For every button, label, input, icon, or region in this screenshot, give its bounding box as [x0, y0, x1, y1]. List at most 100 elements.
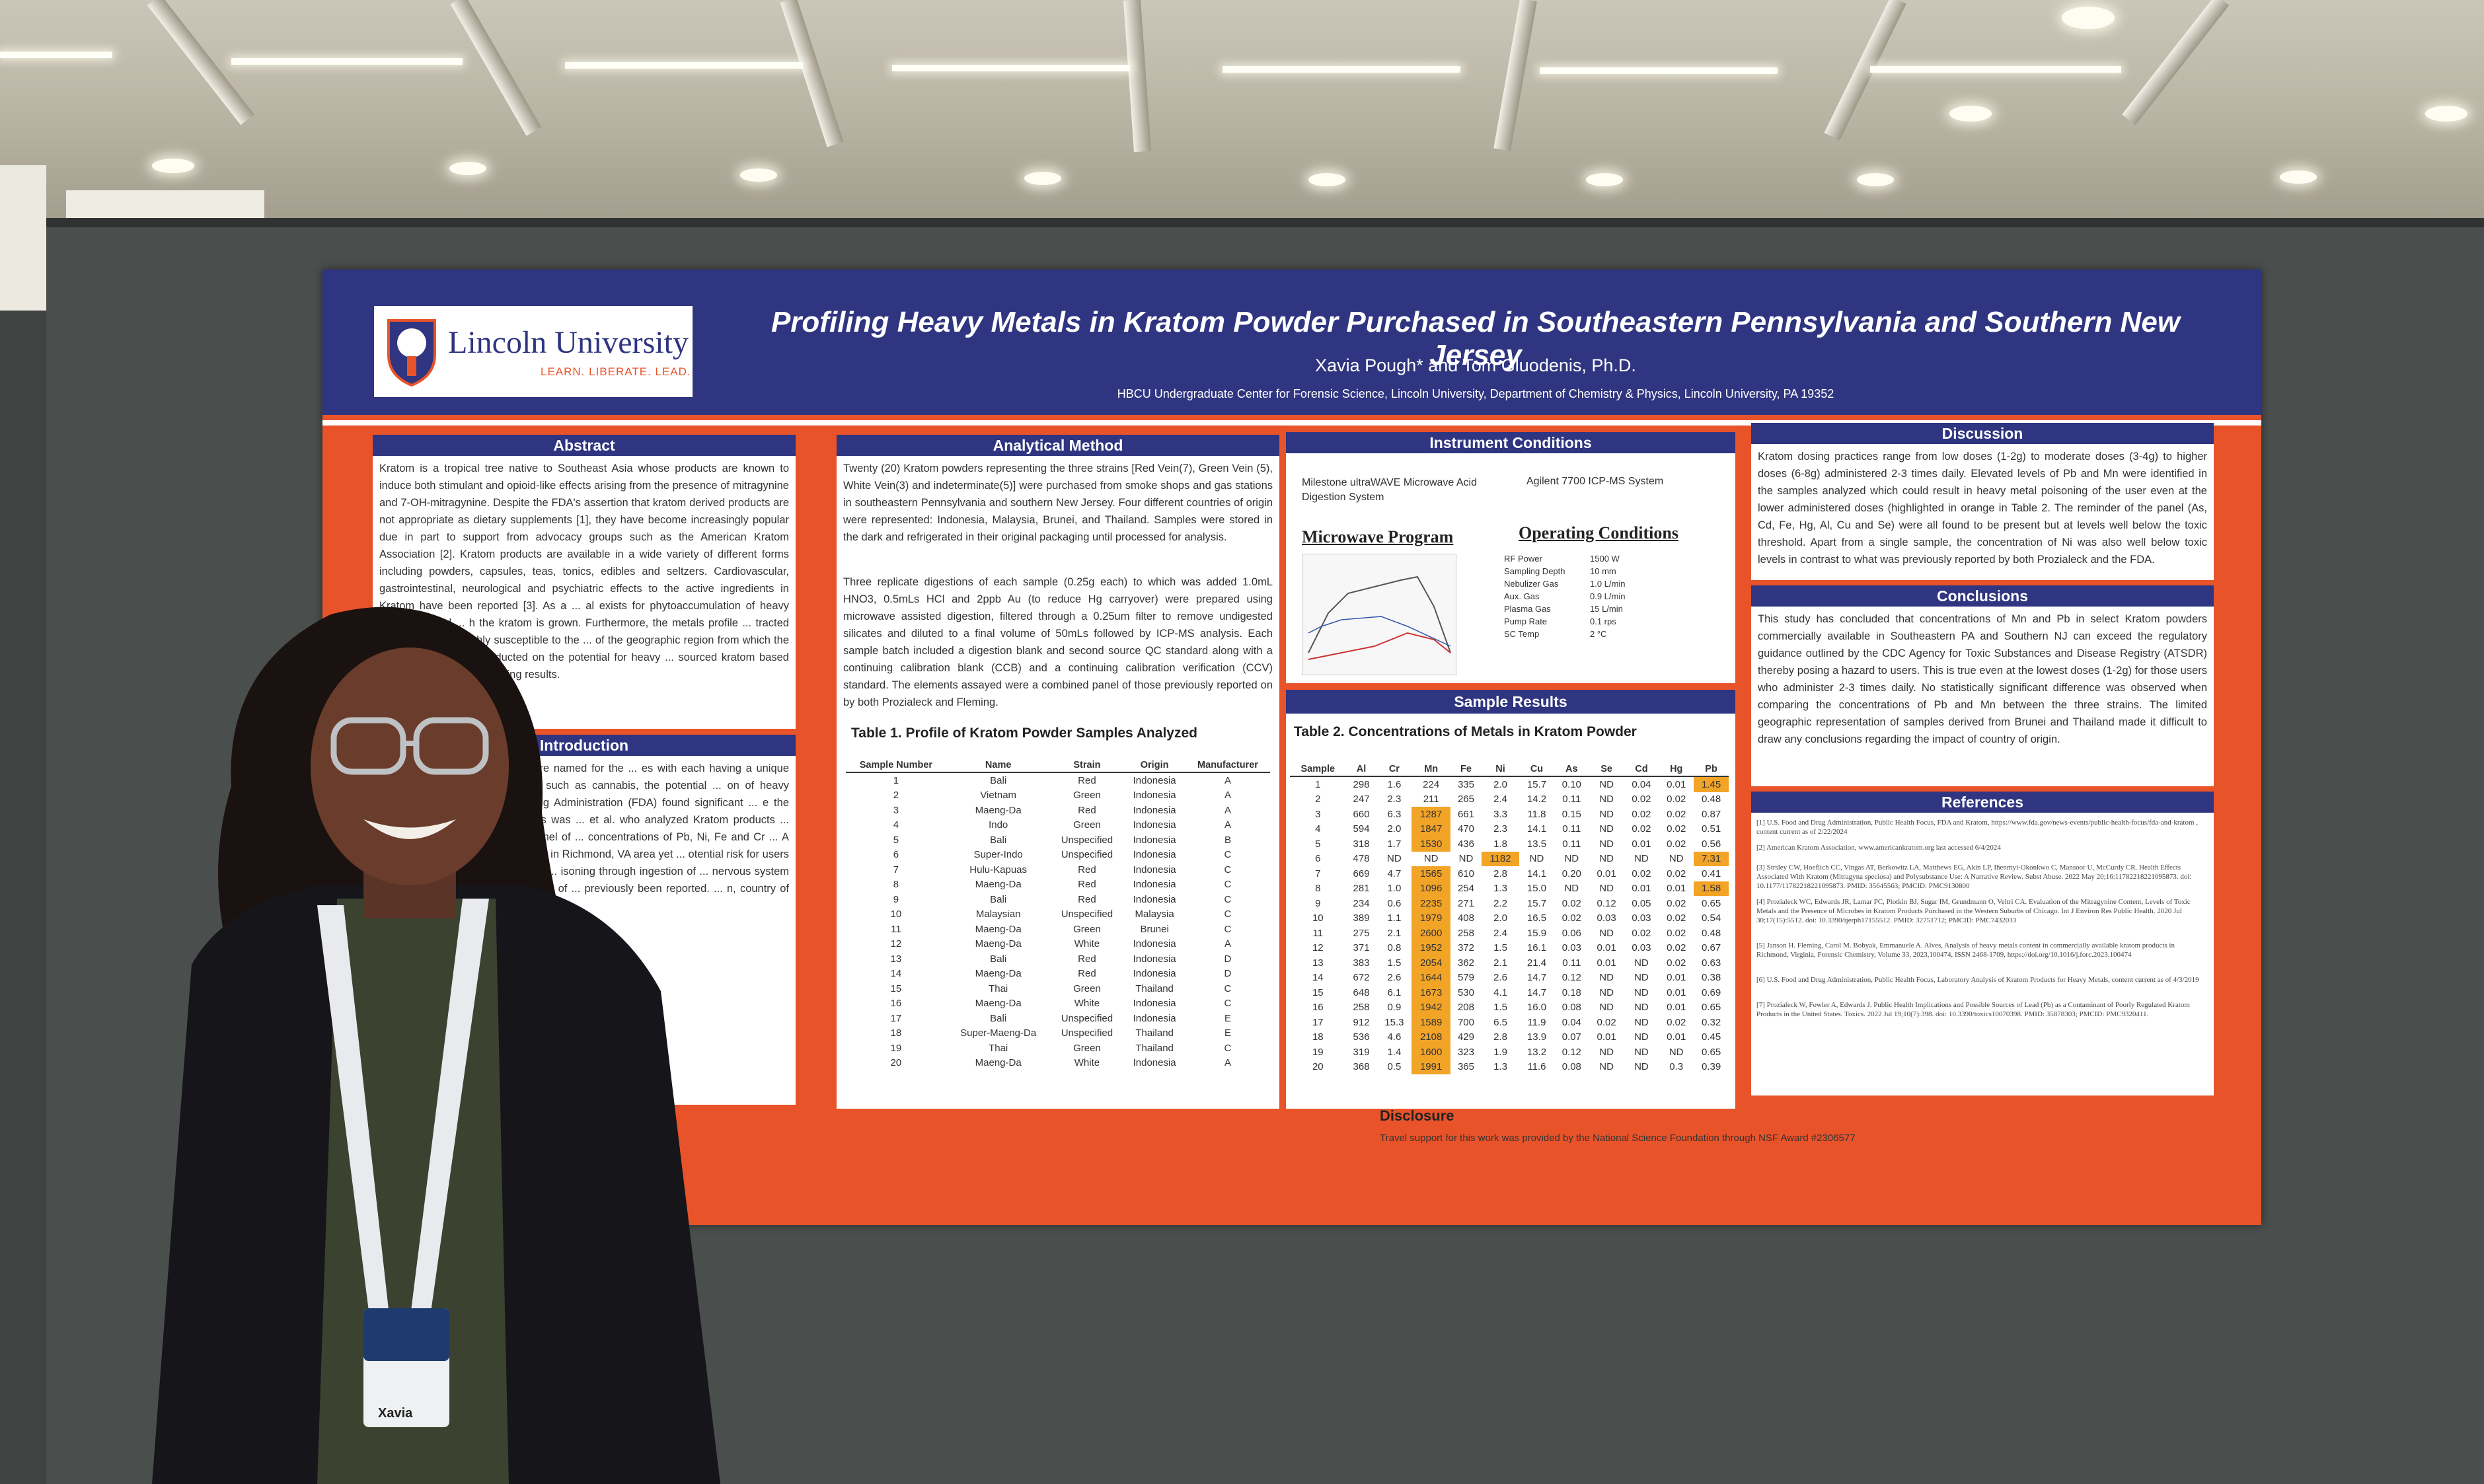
table1-cell: C — [1224, 1042, 1232, 1054]
table2-cell: 0.01 — [1597, 957, 1616, 969]
table2-cell: 383 — [1353, 957, 1370, 969]
table2-cell: 1589 — [1411, 1015, 1451, 1030]
table2-cell: 1.5 — [1493, 942, 1507, 954]
table2-cell: 254 — [1457, 883, 1474, 895]
table2-cell: 2.4 — [1493, 794, 1507, 805]
table2-cell: 8 — [1315, 883, 1321, 895]
table2-row: 12 371 0.8 1952 372 1.5 16.1 0.03 0.01 0.03 0.02 0.… — [1290, 940, 1729, 955]
table1-cell: 14 — [890, 968, 902, 980]
table2-cell: 2108 — [1411, 1029, 1451, 1045]
table1-cell: Indonesia — [1133, 998, 1176, 1010]
poster-title: Profiling Heavy Metals in Kratom Powder … — [771, 306, 2181, 371]
table1-cell: 1 — [893, 774, 899, 786]
table1-row: 15 Thai Green Thailand C — [846, 981, 1270, 996]
table2-cell: 429 — [1457, 1031, 1474, 1043]
table1-cell: White — [1074, 938, 1100, 950]
table2-cell: ND — [1634, 957, 1649, 969]
table2-cell: 281 — [1353, 883, 1370, 895]
table2-cell: 0.02 — [1667, 942, 1686, 954]
table1-cell: Indonesia — [1133, 774, 1176, 786]
reference-item: [4] Prozialeck WC, Edwards JR, Lamar PC,… — [1756, 898, 2191, 924]
table1-cell: E — [1224, 1027, 1231, 1039]
table2-cell: 208 — [1457, 1002, 1474, 1014]
university-logo: Lincoln University LEARN. LIBERATE. LEAD… — [374, 306, 693, 397]
table2-cell: 470 — [1457, 823, 1474, 835]
references-panel: References [1] U.S. Food and Drug Admini… — [1751, 792, 2214, 1095]
table2-cell: 13.2 — [1526, 1046, 1547, 1058]
table2-cell: 258 — [1457, 927, 1474, 939]
table2-cell: 1.4 — [1387, 1046, 1402, 1058]
table1-row: 9 Bali Red Indonesia C — [846, 892, 1270, 907]
table1-header: Strain — [1050, 759, 1124, 773]
table1-cell: 11 — [891, 923, 901, 935]
table2-cell: 2.3 — [1387, 794, 1402, 805]
table2-cell: 335 — [1457, 778, 1474, 790]
table2-cell: 0.65 — [1701, 1046, 1721, 1058]
table2-cell: 2.4 — [1493, 927, 1507, 939]
table2-cell: ND — [1529, 853, 1544, 865]
table2-cell: 1.5 — [1493, 1002, 1507, 1014]
table2-cell: 15.9 — [1526, 927, 1547, 939]
operating-condition-row: Nebulizer Gas 1.0 L/min — [1504, 577, 1715, 590]
wall-whiteboard — [0, 165, 46, 311]
table1-cell: A — [1224, 790, 1231, 801]
table2-cell: 4.7 — [1387, 868, 1402, 879]
table2-cell: 265 — [1457, 794, 1474, 805]
table2-cell: 16.5 — [1526, 912, 1547, 924]
table2-cell: 661 — [1457, 808, 1474, 820]
table2-cell: 672 — [1353, 972, 1370, 984]
operating-condition-row: RF Power 1500 W — [1504, 552, 1715, 565]
operating-condition-value: 1500 W — [1590, 554, 1620, 564]
table2-cell: 15.0 — [1526, 883, 1547, 895]
table2-cell: 0.3 — [1669, 1061, 1684, 1073]
operating-conditions-heading: Operating Conditions — [1519, 523, 1678, 542]
table2-cell: 1 — [1315, 778, 1321, 790]
table2-cell: 371 — [1353, 942, 1370, 954]
table1-caption: Table 1. Profile of Kratom Powder Sample… — [851, 725, 1197, 741]
table2-row: 1 298 1.6 224 335 2.0 15.7 0.10 ND 0.04 0.01 1.45 — [1290, 776, 1729, 792]
table2-cell: 2.3 — [1493, 823, 1507, 835]
table1-cell: Bali — [990, 953, 1007, 965]
table2-cell: 13.5 — [1526, 838, 1547, 850]
table2-cell: 536 — [1353, 1031, 1370, 1043]
table1-cell: C — [1224, 998, 1232, 1010]
abstract-heading: Abstract — [373, 435, 796, 456]
operating-condition-value: 2 °C — [1590, 629, 1607, 639]
table2-cell: 0.05 — [1632, 897, 1651, 909]
operating-condition-row: SC Temp 2 °C — [1504, 628, 1715, 640]
operating-condition-value: 0.9 L/min — [1590, 591, 1626, 601]
table2-cell: 0.03 — [1562, 942, 1581, 954]
table2-cell: 0.65 — [1701, 897, 1721, 909]
table2-cell: 0.48 — [1701, 927, 1721, 939]
table2-cell: ND — [1599, 1002, 1614, 1014]
table2-cell: 0.02 — [1597, 1016, 1616, 1028]
table2-cell: 2.0 — [1493, 778, 1507, 790]
table1-cell: 9 — [893, 893, 899, 905]
table1-cell: Indonesia — [1133, 938, 1176, 950]
table2-row: 13 383 1.5 2054 362 2.1 21.4 0.11 0.01 ND 0.02 0.63 — [1290, 955, 1729, 971]
table2-cell: ND — [1599, 972, 1614, 984]
table2-cell: 0.32 — [1701, 1016, 1721, 1028]
disclosure-heading: Disclosure — [1380, 1107, 1454, 1124]
operating-condition-value: 0.1 rps — [1590, 616, 1616, 626]
table2-cell: 275 — [1353, 927, 1370, 939]
table2-header: Fe — [1450, 762, 1482, 777]
research-poster: Lincoln University LEARN. LIBERATE. LEAD… — [322, 270, 2261, 1225]
table1-row: 1 Bali Red Indonesia A — [846, 772, 1270, 788]
table1-header: Manufacturer — [1185, 759, 1270, 773]
table2-cell: 0.02 — [1667, 1016, 1686, 1028]
table2-cell: 15.7 — [1526, 897, 1547, 909]
table1-row: 20 Maeng-Da White Indonesia A — [846, 1056, 1270, 1071]
table2-cell: ND — [1599, 883, 1614, 895]
table2-cell: 0.04 — [1632, 778, 1651, 790]
table1-cell: 4 — [893, 819, 899, 831]
operating-condition-row: Sampling Depth 10 mm — [1504, 565, 1715, 577]
conclusions-text: This study has concluded that concentrat… — [1758, 613, 2207, 745]
table2-cell: 0.63 — [1701, 957, 1721, 969]
table1-cell: Maeng-Da — [975, 998, 1022, 1010]
table1-cell: Indonesia — [1133, 953, 1176, 965]
method-text-2: Three replicate digestions of each sampl… — [843, 576, 1273, 708]
table2-header: Cr — [1376, 762, 1412, 777]
table1-cell: 3 — [893, 804, 899, 816]
table2-cell: 0.20 — [1562, 868, 1581, 879]
